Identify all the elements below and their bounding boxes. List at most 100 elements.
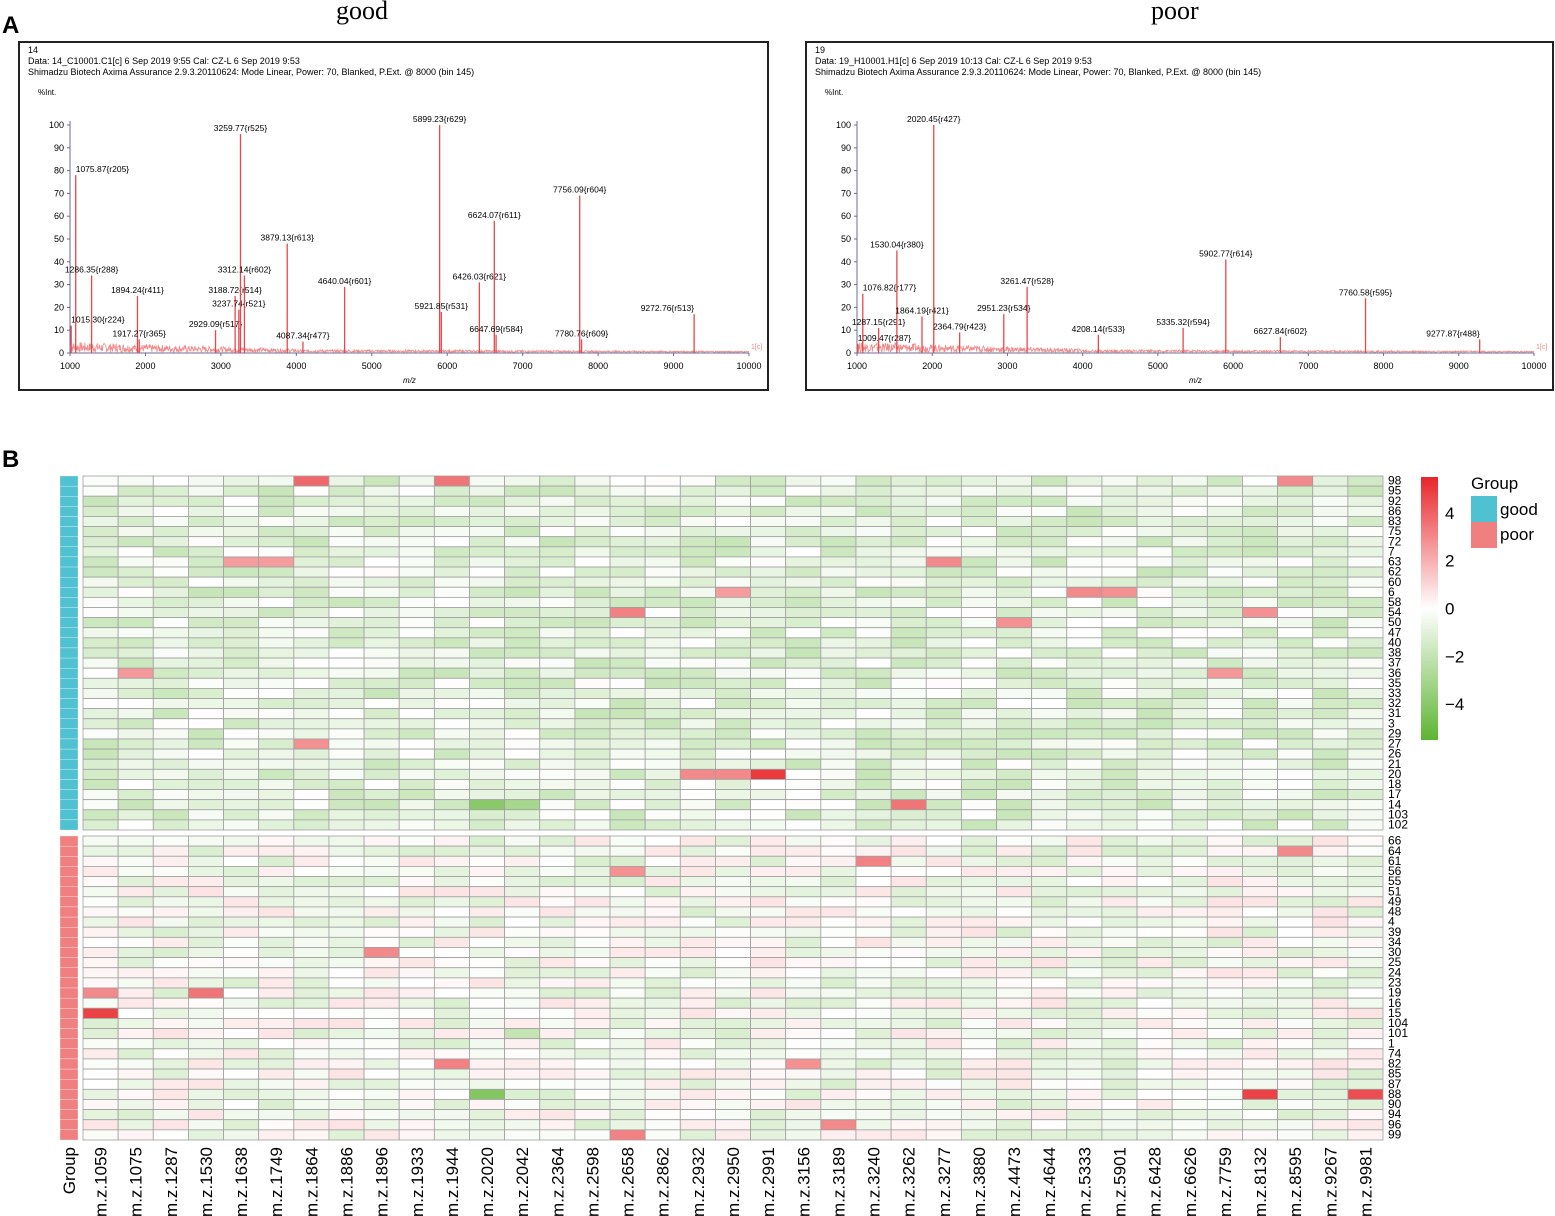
heatmap-cell: [820, 1109, 857, 1121]
heatmap-cell: [1347, 607, 1384, 619]
heatmap-cell: [785, 789, 822, 801]
heatmap-cell: [1312, 916, 1349, 928]
heatmap-cell: [539, 738, 576, 750]
heatmap-cell: [82, 866, 119, 877]
heatmap-cell: [223, 475, 260, 487]
heatmap-cell: [1171, 926, 1208, 938]
heatmap-cell: [960, 708, 997, 720]
heatmap-cell: [855, 1078, 892, 1090]
heatmap-cell: [539, 526, 576, 538]
heatmap-cell: [925, 586, 962, 598]
heatmap-cell: [1101, 738, 1138, 750]
heatmap-cell: [820, 708, 857, 720]
heatmap-cell: [1277, 779, 1314, 790]
heatmap-cell: [1031, 855, 1068, 867]
heatmap-cell: [539, 977, 576, 989]
heatmap-cell: [785, 799, 822, 811]
heatmap-cell: [539, 947, 576, 959]
heatmap-cell: [644, 617, 681, 629]
heatmap-cell: [363, 718, 400, 730]
heatmap-cell: [785, 855, 822, 867]
heatmap-cell: [1206, 845, 1243, 857]
heatmap-cell: [960, 779, 997, 790]
heatmap-cell: [1066, 1048, 1103, 1060]
heatmap-cell: [117, 475, 154, 487]
heatmap-cell: [1206, 566, 1243, 578]
heatmap-cell: [504, 748, 541, 760]
heatmap-cell: [574, 607, 611, 619]
heatmap-cell: [293, 566, 330, 578]
heatmap-cell: [1277, 1068, 1314, 1080]
group-annotation-cell: [59, 1079, 79, 1090]
heatmap-cell: [328, 896, 365, 908]
heatmap-cell: [469, 536, 506, 548]
heatmap-cell: [504, 556, 541, 568]
heatmap-cell: [539, 1028, 576, 1040]
heatmap-cell: [363, 1099, 400, 1111]
heatmap-cell: [117, 886, 154, 898]
heatmap-cell: [398, 916, 435, 928]
heatmap-cell: [258, 516, 295, 527]
peak-label: 9272.76{r513}: [641, 303, 695, 313]
heatmap-cell: [1206, 1048, 1243, 1060]
heatmap-cell: [152, 1058, 189, 1070]
heatmap-cell: [1206, 698, 1243, 710]
heatmap-cell: [504, 819, 541, 831]
heatmap-cell: [504, 758, 541, 770]
heatmap-cell: [1277, 845, 1314, 857]
peak-label: 9277.87{r488}: [1426, 328, 1480, 338]
row-label: 58: [1388, 595, 1402, 609]
heatmap-cell: [1171, 546, 1208, 558]
heatmap-cell: [363, 495, 400, 507]
heatmap-cell: [1171, 607, 1208, 619]
heatmap-cell: [1066, 886, 1103, 898]
heatmap-cell: [82, 526, 119, 538]
heatmap-cell: [1347, 576, 1384, 588]
heatmap-cell: [152, 475, 189, 487]
heatmap-cell: [925, 987, 962, 999]
heatmap-cell: [539, 1018, 576, 1029]
heatmap-cell: [1066, 1018, 1103, 1029]
heatmap-cell: [504, 1068, 541, 1080]
heatmap-cell: [1242, 556, 1278, 568]
heatmap-cell: [363, 1028, 400, 1040]
heatmap-cell: [609, 617, 646, 629]
heatmap-cell: [1066, 677, 1103, 689]
heatmap-cell: [293, 789, 330, 801]
heatmap-cell: [258, 677, 295, 689]
heatmap-cell: [785, 708, 822, 720]
heatmap-cell: [750, 789, 787, 801]
heatmap-cell: [644, 947, 681, 959]
group-annotation-cell: [59, 718, 79, 730]
heatmap-cell: [328, 809, 365, 821]
heatmap-cell: [223, 627, 260, 639]
heatmap-cell: [398, 977, 435, 989]
heatmap-cell: [188, 708, 224, 720]
heatmap-cell: [1136, 926, 1173, 938]
group-axis-label: Group: [60, 1147, 79, 1194]
heatmap-cell: [82, 485, 119, 497]
heatmap-cell: [258, 576, 295, 588]
heatmap-cell: [574, 886, 611, 898]
heatmap-cell: [1206, 536, 1243, 548]
heatmap-cell: [328, 647, 365, 659]
heatmap-cell: [679, 596, 716, 608]
heatmap-cell: [1312, 708, 1349, 720]
heatmap-cell: [574, 789, 611, 801]
heatmap-cell: [1101, 526, 1138, 538]
heatmap-cell: [328, 1028, 365, 1040]
heatmap-cell: [469, 708, 506, 720]
heatmap-cell: [328, 768, 365, 780]
heatmap-cell: [1136, 637, 1173, 649]
heatmap-cell: [574, 708, 611, 720]
heatmap-cell: [890, 586, 927, 598]
heatmap-cell: [223, 906, 260, 918]
heatmap-cell: [925, 886, 962, 898]
heatmap-cell: [644, 657, 681, 669]
heatmap-cell: [925, 876, 962, 888]
heatmap-cell: [1136, 819, 1173, 831]
heatmap-cell: [188, 997, 224, 1009]
heatmap-cell: [574, 485, 611, 497]
group-annotation-cell: [59, 769, 79, 780]
heatmap-cell: [996, 1078, 1033, 1090]
